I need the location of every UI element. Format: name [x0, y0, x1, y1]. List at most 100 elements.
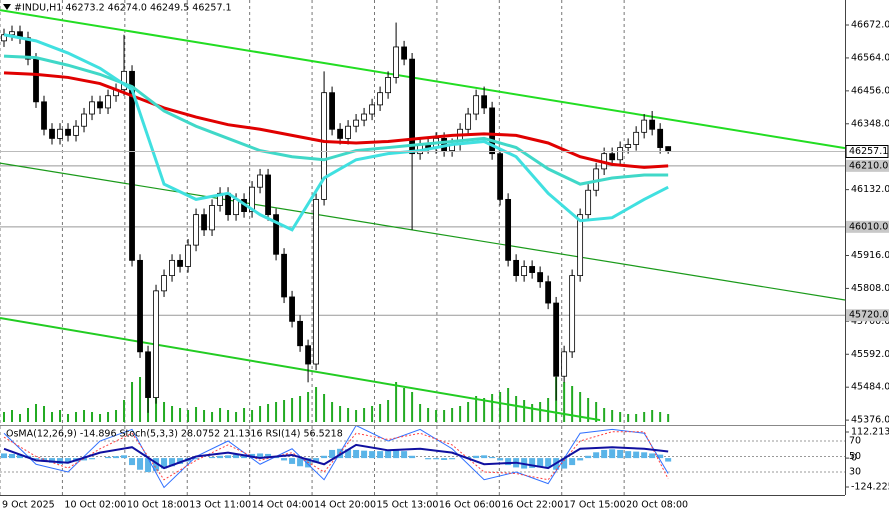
osma-bar	[393, 449, 400, 459]
trend-line	[0, 317, 601, 422]
osma-bar	[425, 458, 432, 460]
candle-body	[81, 113, 87, 127]
trend-line	[0, 9, 846, 150]
volume-bar	[259, 406, 262, 422]
candle-body	[177, 259, 183, 267]
volume-bar	[387, 400, 390, 422]
candle-body	[617, 147, 624, 161]
osma-bar	[233, 454, 240, 459]
osma-bar	[1, 453, 8, 459]
volume-bar	[219, 408, 222, 422]
volume-bar	[427, 408, 430, 422]
candle-body	[9, 31, 15, 36]
x-tick-label: 16 Oct 06:00	[439, 500, 501, 511]
candle-body	[49, 128, 55, 139]
osma-bar	[81, 458, 88, 461]
y-tick-label: 45484.0	[851, 382, 889, 393]
candle-body	[649, 119, 656, 130]
osma-bar	[537, 458, 544, 468]
candle-body	[161, 275, 167, 292]
osma-bar	[561, 458, 568, 469]
volume-bar	[267, 404, 270, 422]
volume-bar	[291, 398, 294, 422]
candle-body	[129, 70, 135, 261]
x-tick-label: 17 Oct 15:00	[564, 500, 626, 511]
candle-body	[41, 101, 47, 130]
volume-bar	[435, 410, 438, 422]
candle-body	[585, 189, 592, 216]
volume-bar	[459, 406, 462, 422]
osma-bar	[169, 458, 176, 467]
volume-bar	[35, 404, 38, 422]
osma-bar	[497, 458, 504, 461]
y-tick-label: 46456.0	[851, 85, 889, 96]
candle-body	[337, 128, 343, 139]
osma-bar	[633, 451, 640, 459]
candle-body	[153, 290, 159, 398]
volume-bar	[491, 394, 494, 422]
collapse-icon[interactable]	[3, 4, 11, 10]
osma-bar	[41, 458, 48, 462]
osma-bar	[449, 458, 456, 460]
osma-bar	[161, 458, 168, 469]
moving-average	[3, 71, 669, 169]
osma-bar	[529, 458, 536, 468]
volume-bar	[523, 400, 526, 422]
osma-bar	[297, 458, 304, 467]
candle-body	[289, 296, 295, 322]
candle-body	[329, 92, 335, 130]
osma-bar	[385, 450, 392, 459]
x-tick-label: 20 Oct 08:00	[626, 500, 688, 511]
candle-body	[105, 95, 111, 109]
osma-bar	[129, 458, 136, 466]
osma-bar	[9, 453, 16, 459]
osma-bar	[545, 458, 552, 467]
osma-bar	[409, 455, 416, 459]
x-tick-label: 14 Oct 20:00	[314, 500, 376, 511]
volume-bar	[235, 412, 238, 422]
osma-bar	[57, 458, 64, 464]
y-tick-label: 46672.0	[851, 20, 889, 31]
volume-bar	[451, 408, 454, 422]
y-tick-label: 45808.0	[851, 283, 889, 294]
volume-bar	[227, 410, 230, 422]
volume-bar	[467, 402, 470, 422]
candle-body	[169, 259, 175, 277]
plot-layer	[0, 0, 846, 495]
candle-body	[481, 95, 488, 109]
osma-bar	[121, 455, 128, 459]
candle-body	[465, 113, 472, 130]
osma-bar	[153, 458, 160, 471]
osma-bar	[265, 453, 272, 459]
candle-body	[385, 77, 391, 94]
candle-body	[401, 46, 407, 60]
candle-body	[633, 131, 640, 145]
osma-bar	[657, 454, 664, 459]
osma-bar	[17, 454, 24, 459]
osma-bar	[601, 449, 608, 459]
volume-bar	[307, 392, 310, 422]
osma-bar	[65, 458, 72, 463]
osma-bar	[377, 451, 384, 459]
y-tick-label: 45916.0	[851, 250, 889, 261]
volume-bar	[363, 408, 366, 422]
candle-body	[305, 345, 311, 365]
y-tick-label: 46348.0	[851, 118, 889, 129]
osma-bar	[473, 455, 480, 459]
y-tick-label: 45592.0	[851, 349, 889, 360]
volume-bar	[547, 398, 550, 422]
candle-body	[121, 70, 127, 91]
osma-bar	[281, 458, 288, 461]
volume-bar	[243, 408, 246, 422]
volume-bar	[3, 412, 6, 422]
volume-bar	[379, 404, 382, 422]
candle-body	[353, 119, 359, 127]
candle-body	[89, 101, 95, 115]
osma-bar	[241, 454, 248, 459]
volume-bar	[499, 392, 502, 422]
osma-bar	[313, 458, 320, 463]
volume-bar	[483, 398, 486, 422]
y2-tick-label: 30	[849, 466, 861, 477]
volume-bar	[395, 382, 398, 422]
